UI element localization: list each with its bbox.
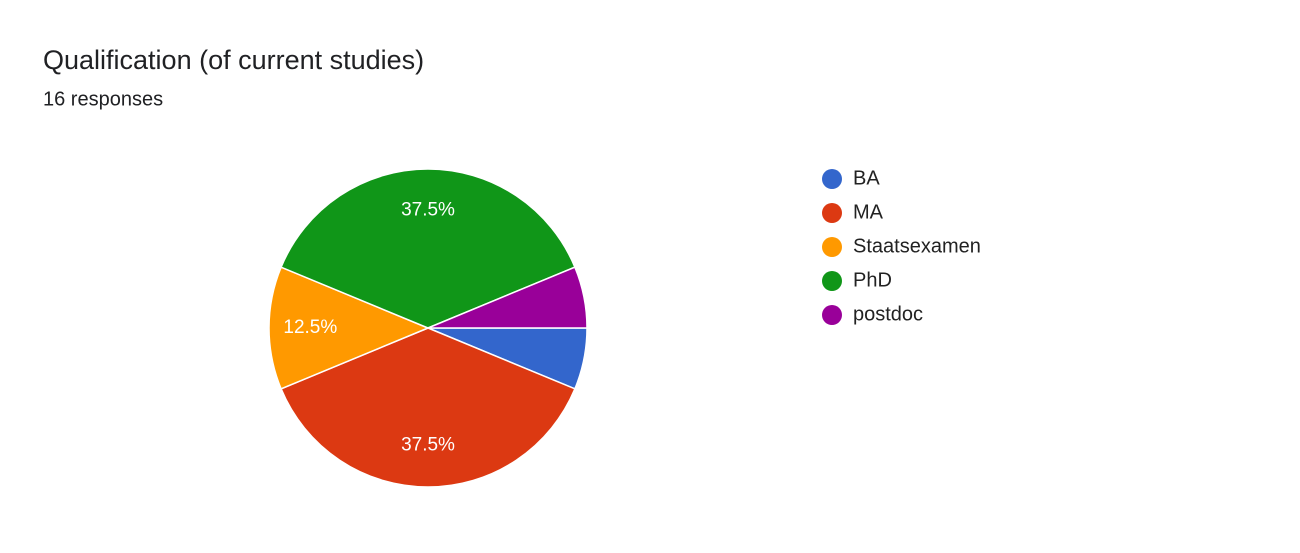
- legend-marker: [822, 237, 842, 257]
- legend-marker: [822, 203, 842, 223]
- pie-slice: [280, 327, 576, 488]
- legend-label: postdoc: [853, 303, 923, 325]
- legend-marker: [822, 271, 842, 291]
- data-label: 37.5%: [401, 435, 455, 456]
- pie-slice: [280, 168, 576, 329]
- legend-marker: [822, 169, 842, 189]
- legend-marker: [822, 305, 842, 325]
- legend-label: MA: [853, 201, 884, 223]
- legend-label: BA: [853, 167, 880, 189]
- pie-slice: [427, 266, 588, 329]
- chart-title: Qualification (of current studies): [43, 45, 424, 75]
- data-label: 12.5%: [283, 317, 337, 338]
- legend-label: PhD: [853, 269, 892, 291]
- legend-label: Staatsexamen: [853, 235, 981, 257]
- chart-subtitle: 16 responses: [43, 88, 163, 110]
- data-label: 37.5%: [401, 199, 455, 220]
- pie-slice: [268, 266, 430, 390]
